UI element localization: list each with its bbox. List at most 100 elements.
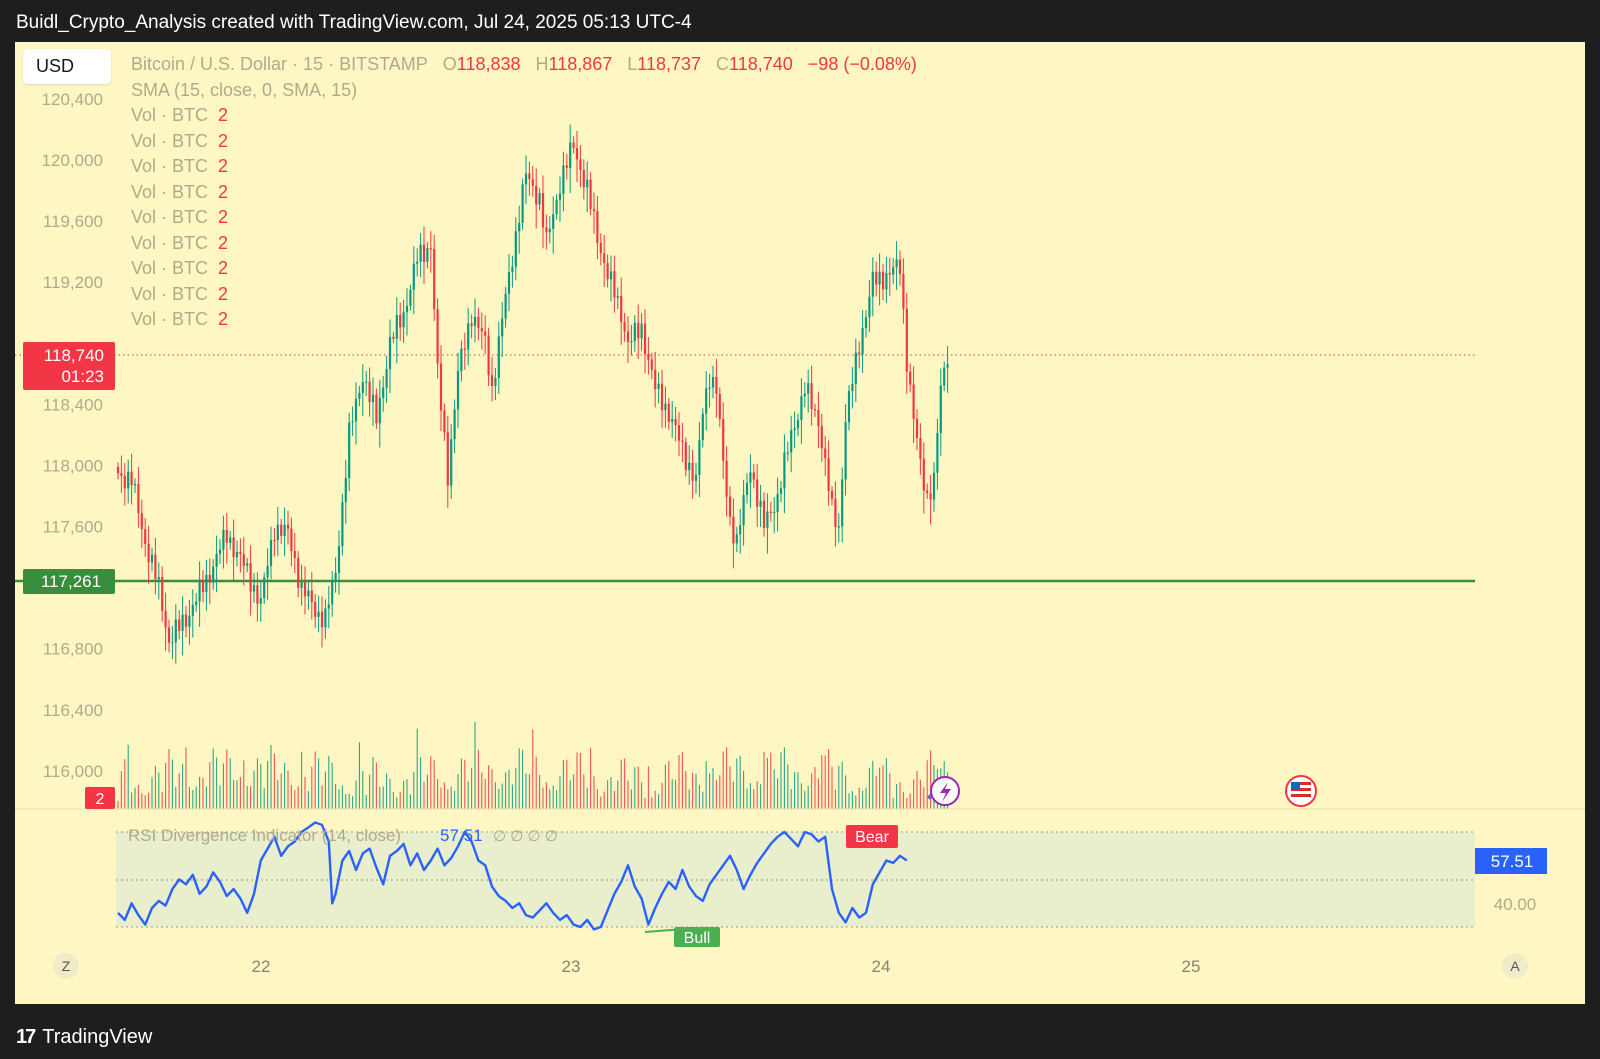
low-label: L	[627, 54, 638, 74]
candle	[191, 589, 194, 638]
candle-body	[572, 142, 575, 148]
candle-body	[793, 428, 796, 431]
candle-body	[667, 403, 670, 422]
candle-body	[599, 243, 602, 254]
candle-body	[116, 467, 120, 474]
candle	[477, 307, 480, 341]
candle	[463, 332, 466, 370]
candle-body	[167, 627, 171, 643]
candle-body	[409, 289, 412, 306]
candle-body	[875, 271, 878, 285]
time-axis-labels: 22 23 24 25	[252, 957, 1201, 976]
candle	[443, 403, 446, 441]
volume-legend-label: Vol · BTC	[131, 207, 209, 227]
us-flag-icon[interactable]	[1285, 775, 1317, 807]
candle	[242, 536, 245, 586]
candle	[817, 392, 820, 449]
candle-body	[926, 490, 929, 494]
volume-legend-value: 2	[218, 283, 229, 304]
candle	[521, 178, 524, 231]
candle	[596, 196, 599, 260]
price-tick-label: 120,400	[42, 90, 103, 109]
snapshot-title: Buidl_Crypto_Analysis created with Tradi…	[16, 12, 692, 33]
candle-body	[490, 375, 494, 386]
candle-body	[212, 566, 215, 583]
candle-body	[215, 553, 218, 567]
currency-button[interactable]: USD	[23, 49, 111, 84]
candle-body	[664, 403, 667, 411]
candle-body	[902, 273, 905, 309]
candle-body	[300, 581, 303, 588]
candle-body	[569, 142, 572, 168]
price-tick-label: 118,000	[43, 456, 103, 475]
candle-body	[283, 524, 286, 537]
candle-body	[881, 271, 885, 290]
candle	[783, 434, 786, 514]
candle-body	[596, 211, 599, 244]
candle	[484, 315, 487, 355]
candle	[382, 375, 385, 412]
chart-canvas[interactable]: 116,000 116,400 116,800 117,600 118,000 118,4…	[15, 42, 1585, 1004]
candle	[657, 372, 660, 404]
candle	[613, 255, 616, 313]
candle	[127, 459, 130, 504]
candle-body	[912, 384, 915, 419]
volume-legend-label: Vol · BTC	[131, 232, 209, 253]
candle	[902, 258, 905, 324]
candle	[392, 331, 395, 344]
candle	[793, 411, 796, 449]
candle	[280, 518, 283, 544]
candle	[626, 316, 630, 364]
tradingview-logo[interactable]: 17 TradingView	[16, 1026, 152, 1049]
candle-body	[467, 323, 470, 350]
candle-body	[436, 309, 439, 364]
candle-body	[800, 396, 803, 421]
candle-body	[494, 378, 497, 386]
candle-body	[354, 398, 358, 422]
candle	[290, 517, 293, 567]
candle	[235, 540, 239, 567]
auto-scale-button[interactable]: A	[1502, 953, 1528, 979]
candle-body	[739, 525, 742, 535]
volume-legend-value: 2	[218, 105, 229, 125]
candle	[188, 600, 191, 645]
volume-legend-value: 2	[218, 207, 229, 227]
candle-body	[932, 472, 936, 500]
candle-body	[497, 336, 500, 379]
candle	[705, 370, 708, 431]
candle	[851, 366, 854, 409]
volume-legend-label: Vol · BTC	[131, 105, 209, 125]
candle-body	[915, 418, 919, 439]
candle-body	[541, 193, 545, 228]
candle	[504, 286, 507, 328]
candle-body	[735, 534, 738, 544]
support-price-badge: 117,261	[23, 569, 115, 594]
candle	[470, 314, 473, 339]
candle	[324, 599, 327, 639]
candle-body	[790, 430, 793, 453]
candle	[552, 196, 555, 254]
candle	[909, 363, 912, 393]
candle-body	[837, 526, 840, 528]
candle-body	[620, 295, 623, 323]
candle	[701, 408, 704, 448]
candle	[606, 254, 609, 288]
candle-body	[276, 524, 279, 540]
candle-body	[786, 452, 789, 454]
candle	[548, 216, 551, 244]
chart-frame[interactable]: 116,000 116,400 116,800 117,600 118,000 118,4…	[15, 42, 1585, 1004]
candle	[201, 570, 205, 603]
lightning-icon[interactable]	[927, 776, 960, 806]
candle	[558, 176, 562, 222]
candle-body	[174, 619, 177, 643]
candle-body	[939, 385, 942, 433]
candle	[494, 368, 497, 400]
close-value: 118,740	[729, 54, 793, 74]
candle-body	[637, 322, 640, 339]
zoom-reset-button[interactable]: Z	[53, 953, 79, 979]
candle-body	[310, 590, 313, 602]
candle-body	[582, 169, 585, 188]
candle-body	[371, 394, 375, 403]
candle	[643, 309, 647, 374]
candle	[225, 513, 228, 564]
